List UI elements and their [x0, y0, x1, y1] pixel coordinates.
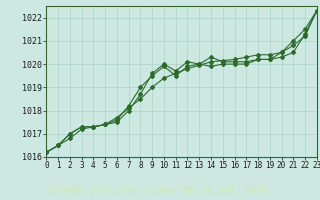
Text: Graphe pression niveau de la mer (hPa): Graphe pression niveau de la mer (hPa): [48, 185, 272, 195]
